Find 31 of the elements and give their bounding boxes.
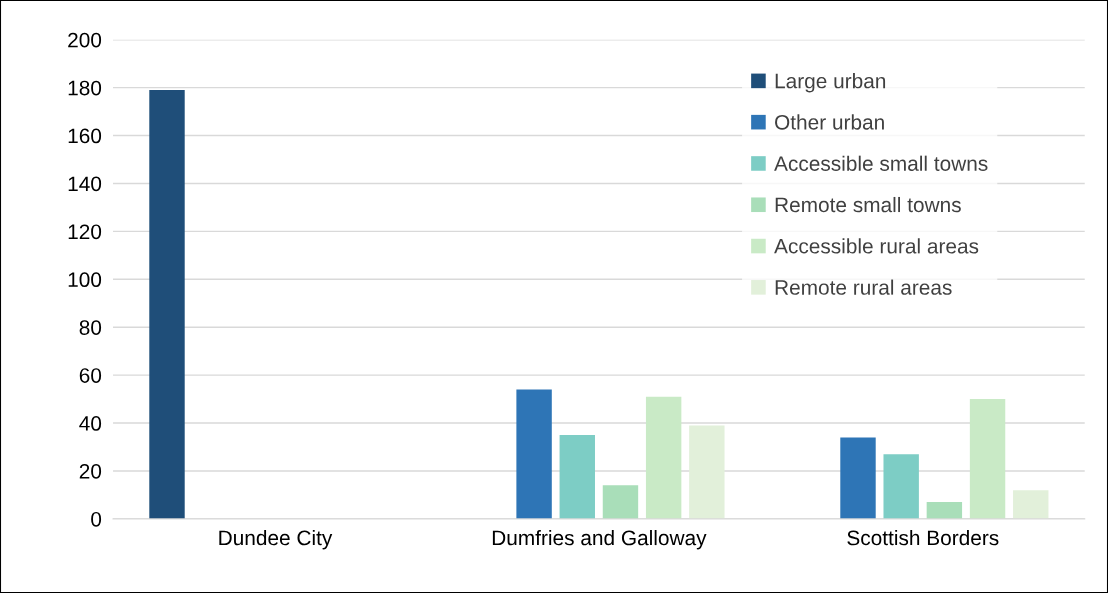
x-tick-label: Dundee City — [219, 529, 333, 550]
legend-label: Accessible small towns — [774, 155, 988, 171]
y-tick-label: 40 — [79, 416, 102, 431]
y-tick-label: 120 — [68, 224, 102, 240]
bar — [926, 502, 963, 519]
bar — [645, 396, 682, 519]
bar — [516, 389, 552, 519]
legend-label: Large urban — [775, 73, 886, 93]
x-tick-label: Scottish Borders — [847, 529, 999, 546]
y-tick-label: 80 — [79, 320, 102, 335]
bar — [840, 437, 876, 519]
y-tick-label: 140 — [68, 176, 102, 192]
y-tick-label: 60 — [79, 368, 102, 383]
x-tick-label: Dumfries and Galloway — [492, 529, 707, 550]
bar — [689, 425, 725, 519]
y-tick-label: 0 — [91, 511, 102, 527]
legend-label: Accessible rural areas — [774, 238, 979, 254]
legend-label: Other urban — [775, 114, 884, 130]
bar — [602, 485, 639, 519]
legend-label: Remote rural areas — [775, 279, 952, 295]
bar — [883, 454, 919, 519]
bar — [1013, 490, 1049, 519]
y-tick-label: 20 — [79, 463, 102, 479]
bar — [559, 435, 595, 519]
y-tick-label: 180 — [68, 80, 102, 96]
y-tick-label: 100 — [68, 272, 102, 288]
bar — [969, 399, 1006, 519]
y-tick-label: 200 — [68, 32, 102, 48]
legend-label: Remote small towns — [775, 196, 961, 213]
y-tick-label: 160 — [68, 128, 102, 144]
bar — [149, 90, 185, 519]
